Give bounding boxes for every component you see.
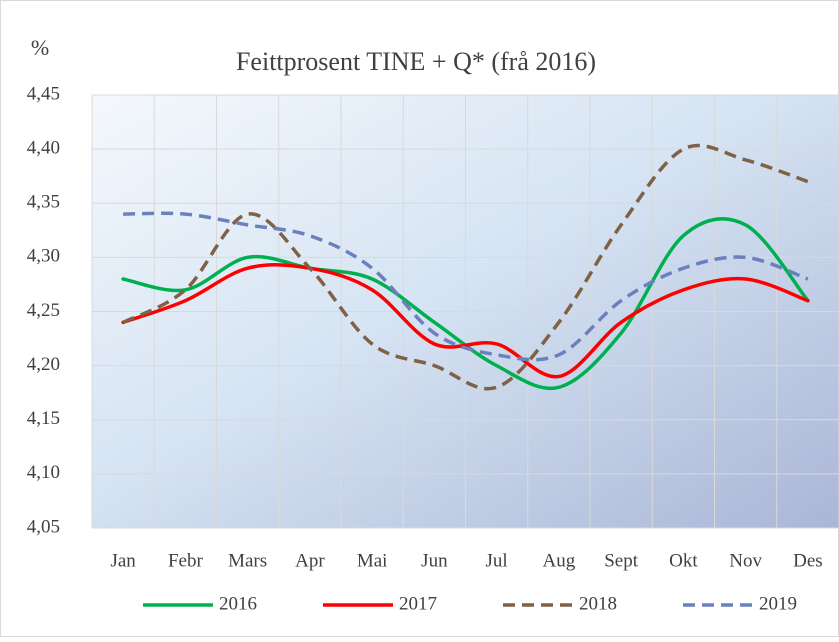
y-tick-label: 4,30 (27, 246, 60, 267)
x-tick-label: Nov (729, 550, 762, 571)
series-line (123, 211, 809, 362)
y-tick-label: 4,25 (27, 300, 60, 321)
legend-label: 2019 (759, 593, 797, 614)
x-tick-label: Mai (357, 550, 388, 571)
chart-title: Feittprosent TINE + Q* (frå 2016) (236, 47, 596, 76)
legend-label: 2018 (579, 593, 617, 614)
x-tick-label: Sept (604, 550, 639, 571)
y-tick-label: 4,15 (27, 408, 60, 429)
x-tick-label: Des (793, 550, 823, 571)
series-line (122, 143, 809, 391)
legend-label: 2016 (219, 593, 257, 614)
series-line (121, 217, 810, 391)
y-tick-label: 4,35 (27, 192, 60, 213)
y-tick-label: 4,05 (27, 516, 60, 537)
x-tick-label: Apr (295, 550, 325, 571)
y-tick-label: 4,20 (27, 354, 60, 375)
y-tick-label: 4,10 (27, 462, 60, 483)
x-tick-label: Febr (168, 550, 204, 571)
legend-label: 2017 (399, 593, 437, 614)
y-tick-label: 4,45 (27, 83, 60, 104)
x-tick-label: Jul (486, 550, 508, 571)
x-tick-label: Jun (421, 550, 448, 571)
x-tick-label: Aug (543, 550, 576, 571)
x-tick-label: Jan (110, 550, 136, 571)
series-line (121, 263, 810, 379)
y-axis-label: % (31, 35, 49, 60)
x-tick-label: Mars (228, 550, 267, 571)
x-tick-label: Okt (669, 550, 698, 571)
y-tick-label: 4,40 (27, 137, 60, 158)
